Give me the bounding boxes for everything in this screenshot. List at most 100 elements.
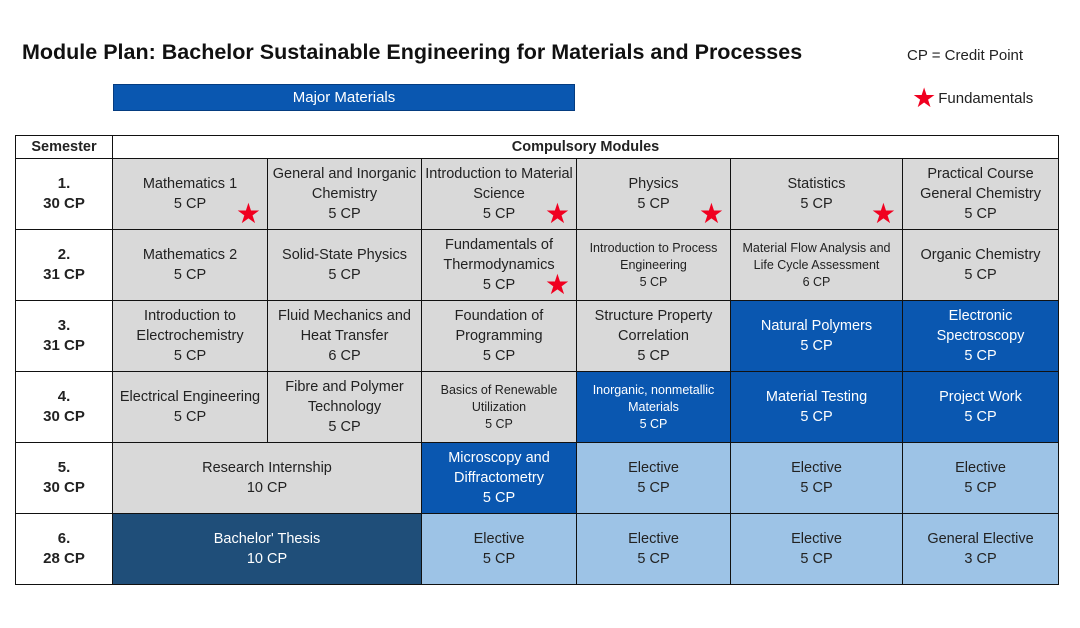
module-cell: General and Inorganic Chemistry 5 CP xyxy=(267,158,422,230)
module-name: Statistics xyxy=(787,176,846,192)
module-name: Introduction to Material Science xyxy=(425,166,573,202)
module-name: Elective xyxy=(628,460,679,476)
compulsory-modules-header: Compulsory Modules xyxy=(111,135,1060,159)
module-credit-points: 5 CP xyxy=(800,551,833,567)
module-name: Elective xyxy=(628,531,679,547)
module-credit-points: 6 CP xyxy=(328,348,361,364)
module-credit-points: 10 CP xyxy=(246,480,288,496)
module-cell: Fluid Mechanics and Heat Transfer 6 CP xyxy=(267,300,422,372)
module-cell: Bachelor' Thesis 10 CP xyxy=(112,513,422,585)
semester-credit-total: 31 CP xyxy=(43,266,85,283)
semester-cell: 1. 30 CP xyxy=(15,158,113,230)
module-name: Bachelor' Thesis xyxy=(213,531,321,547)
semester-credit-total: 30 CP xyxy=(43,408,85,425)
module-cell: Electronic Spectroscopy 5 CP xyxy=(901,300,1060,372)
semester-number: 1. xyxy=(57,175,71,192)
module-name: Electrical Engineering xyxy=(119,389,261,405)
module-cell: Elective 5 CP xyxy=(576,442,731,514)
red-star-icon: ★ xyxy=(870,198,896,229)
module-credit-points: 5 CP xyxy=(173,196,207,212)
module-credit-points: 6 CP xyxy=(802,274,831,289)
module-name: Project Work xyxy=(939,389,1022,405)
module-cell: Fundamentals of Thermodynamics 5 CP ★ xyxy=(421,229,577,301)
semester-cell: 3. 31 CP xyxy=(15,300,113,372)
semester-credit-total: 28 CP xyxy=(43,550,85,567)
module-cell: Physics 5 CP ★ xyxy=(576,158,731,230)
module-cell: Foundation of Programming 5 CP xyxy=(421,300,577,372)
module-credit-points: 5 CP xyxy=(639,274,668,289)
module-credit-points: 5 CP xyxy=(173,348,207,364)
semester-header: Semester xyxy=(15,135,113,159)
module-name: Elective xyxy=(791,460,842,476)
semester-credit-total: 30 CP xyxy=(43,479,85,496)
semester-number: 5. xyxy=(57,459,71,476)
module-name: Basics of Renewable Utilization xyxy=(440,382,558,414)
module-cell: Basics of Renewable Utilization 5 CP xyxy=(421,371,577,443)
semester-credit-total: 31 CP xyxy=(43,337,85,354)
module-name: Solid-State Physics xyxy=(282,247,407,263)
module-cell: Microscopy and Diffractometry 5 CP xyxy=(421,442,577,514)
module-cell: Elective 5 CP xyxy=(421,513,577,585)
module-name: Electronic Spectroscopy xyxy=(936,308,1025,344)
semester-number: 4. xyxy=(57,388,71,405)
module-credit-points: 5 CP xyxy=(964,409,997,425)
red-star-icon: ★ xyxy=(235,198,261,229)
semester-cell: 2. 31 CP xyxy=(15,229,113,301)
module-name: Elective xyxy=(955,460,1006,476)
semester-number: 6. xyxy=(57,530,71,547)
module-name: Fluid Mechanics and Heat Transfer xyxy=(278,308,411,344)
module-cell: Inorganic, nonmetallic Materials 5 CP xyxy=(576,371,731,443)
module-name: Organic Chemistry xyxy=(920,247,1041,263)
module-credit-points: 5 CP xyxy=(485,416,513,431)
module-cell: Elective 5 CP xyxy=(901,442,1060,514)
module-credit-points: 5 CP xyxy=(328,267,361,283)
module-credit-points: 5 CP xyxy=(964,348,997,364)
module-credit-points: 5 CP xyxy=(482,490,516,506)
module-credit-points: 5 CP xyxy=(800,480,833,496)
fundamentals-legend-label: Fundamentals xyxy=(938,89,1034,107)
module-credit-points: 5 CP xyxy=(637,196,670,212)
module-credit-points: 5 CP xyxy=(800,338,833,354)
module-cell: Electrical Engineering 5 CP xyxy=(112,371,268,443)
semester-cell: 4. 30 CP xyxy=(15,371,113,443)
module-credit-points: 5 CP xyxy=(964,480,997,496)
module-credit-points: 5 CP xyxy=(800,196,833,212)
semester-row: 5. 30 CP Research Internship 10 CP Microscop… xyxy=(15,442,1060,514)
page-title: Module Plan: Bachelor Sustainable Engine… xyxy=(22,40,803,64)
module-credit-points: 5 CP xyxy=(637,348,670,364)
module-name: Inorganic, nonmetallic Materials xyxy=(592,382,715,414)
module-cell: Practical Course General Chemistry 5 CP xyxy=(901,158,1060,230)
module-name: Physics xyxy=(628,176,679,192)
module-name: Natural Polymers xyxy=(760,318,873,334)
module-cell: Solid-State Physics 5 CP xyxy=(267,229,422,301)
semester-row: 3. 31 CP Introduction to Electrochemistry 5… xyxy=(15,300,1060,372)
module-cell: General Elective 3 CP xyxy=(901,513,1060,585)
semester-cell: 6. 28 CP xyxy=(15,513,113,585)
module-name: Research Internship xyxy=(202,460,332,476)
module-name: Fundamentals of Thermodynamics xyxy=(443,237,555,273)
module-credit-points: 5 CP xyxy=(328,419,361,435)
module-cell: Elective 5 CP xyxy=(730,513,903,585)
module-cell: Research Internship 10 CP xyxy=(112,442,422,514)
module-credit-points: 5 CP xyxy=(173,409,207,425)
red-star-icon: ★ xyxy=(544,198,570,229)
fundamentals-legend: ★ Fundamentals xyxy=(912,85,1034,112)
module-credit-points: 5 CP xyxy=(173,267,207,283)
module-name: Introduction to Process Engineering xyxy=(589,240,718,272)
module-cell: Material Testing 5 CP xyxy=(730,371,903,443)
semester-credit-total: 30 CP xyxy=(43,195,85,212)
module-name: Introduction to Electrochemistry xyxy=(136,308,244,344)
semester-row: 4. 30 CP Electrical Engineering 5 CP Fibre a… xyxy=(15,371,1060,443)
module-name: Elective xyxy=(791,531,842,547)
module-plan-table: Semester Compulsory Modules 1. 30 CP Mathe… xyxy=(15,135,1060,585)
module-credit-points: 5 CP xyxy=(964,267,997,283)
module-credit-points: 5 CP xyxy=(482,206,516,222)
module-name: General and Inorganic Chemistry xyxy=(272,166,417,202)
red-star-icon: ★ xyxy=(698,198,724,229)
red-star-icon: ★ xyxy=(544,269,570,300)
module-cell: Elective 5 CP xyxy=(730,442,903,514)
module-cell: Elective 5 CP xyxy=(576,513,731,585)
module-name: Material Testing xyxy=(765,389,868,405)
